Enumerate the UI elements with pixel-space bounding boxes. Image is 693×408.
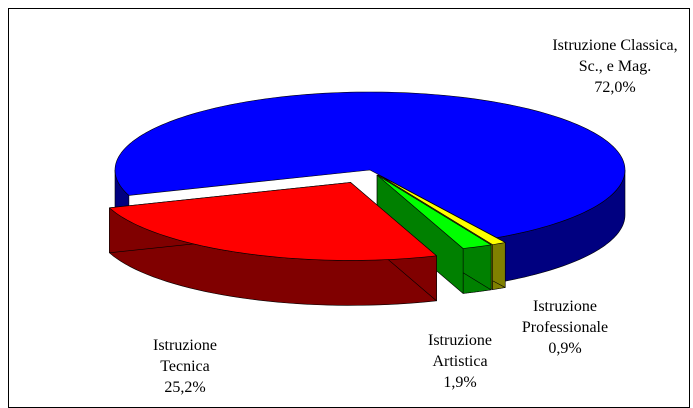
slice-top xyxy=(378,174,506,245)
value-label: 1,9% xyxy=(443,374,477,391)
category-label: Istruzione Tecnica xyxy=(153,337,217,375)
category-label: Istruzione Artistica xyxy=(428,332,492,370)
pie-slice xyxy=(109,182,437,306)
value-label: 72,0% xyxy=(594,79,636,96)
category-label: Istruzione Professionale xyxy=(521,298,609,336)
slice-top xyxy=(114,91,626,238)
slice-top xyxy=(109,182,437,261)
category-label: Istruzione Classica, Sc., e Mag. xyxy=(552,37,678,75)
slice-label: Istruzione Classica, Sc., e Mag. 72,0% xyxy=(545,35,685,98)
value-label: 25,2% xyxy=(164,379,206,396)
slice-top xyxy=(376,174,492,249)
value-label: 0,9% xyxy=(548,340,582,357)
slice-label: Istruzione Tecnica 25,2% xyxy=(135,335,235,398)
slice-label: Istruzione Artistica 1,9% xyxy=(410,330,510,393)
slice-label: Istruzione Professionale 0,9% xyxy=(505,296,625,359)
